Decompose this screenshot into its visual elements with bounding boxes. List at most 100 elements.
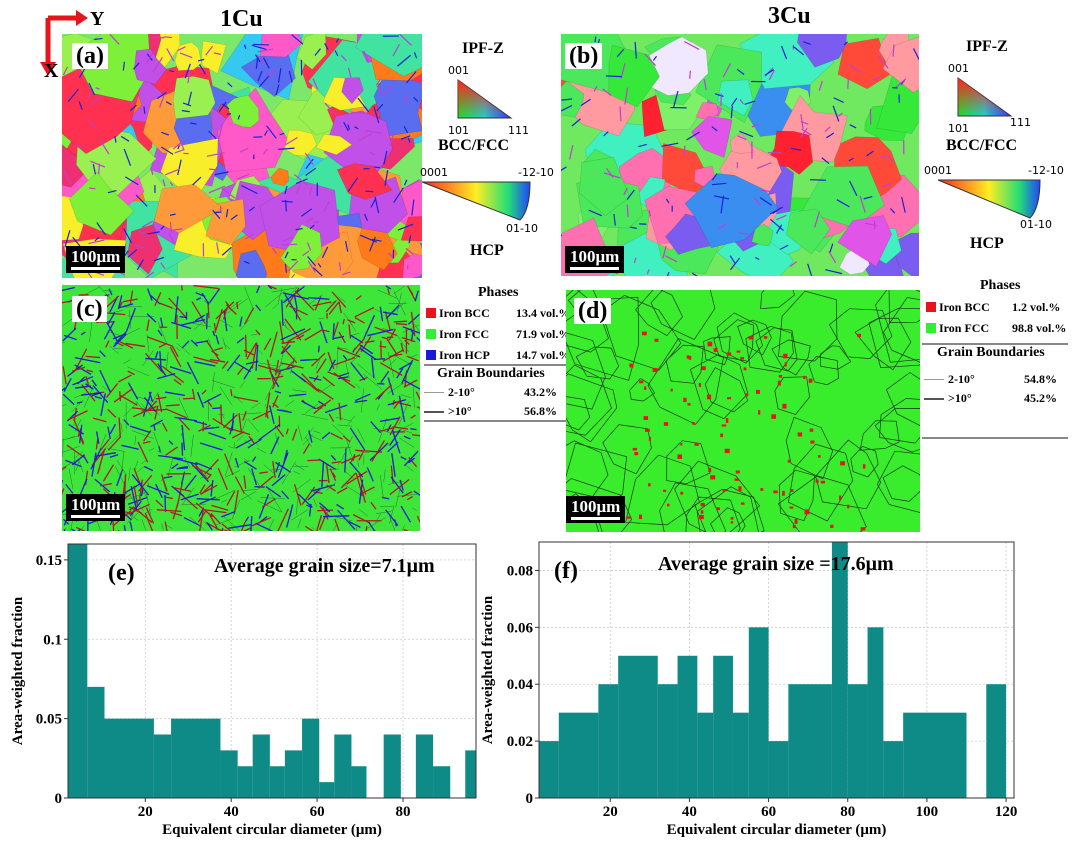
phase-needle <box>235 438 253 449</box>
phase-needle <box>138 474 153 492</box>
phase-needle <box>359 344 374 355</box>
phase-needle <box>74 357 101 364</box>
needle <box>262 148 268 155</box>
grain-boundary <box>650 290 716 341</box>
needle <box>213 52 222 56</box>
phase-needle <box>244 516 250 523</box>
phase-needle <box>401 359 414 384</box>
bcc-speck <box>860 527 866 531</box>
phase-needle <box>322 376 335 387</box>
phase-needle <box>203 393 222 404</box>
grain-boundary <box>745 325 794 373</box>
phase-needle <box>119 301 123 307</box>
needle <box>177 159 182 176</box>
grain-boundary <box>703 336 731 366</box>
phase-needle <box>337 347 361 358</box>
needle <box>759 197 773 206</box>
axes-arrows-icon <box>40 10 88 76</box>
phase-needle <box>292 478 311 493</box>
phase-needle <box>199 496 216 505</box>
phase-needle <box>83 384 95 408</box>
histogram-3cu: 20 40 60 80 100 120 0 0.02 0.04 0.06 0.08 Equivalen… <box>480 541 1017 838</box>
needle <box>803 41 811 46</box>
phase-needle <box>204 458 219 475</box>
phase-needle <box>393 399 402 409</box>
grain <box>837 37 890 90</box>
needle <box>373 106 380 124</box>
phase-needle <box>337 424 353 427</box>
phase-needle <box>199 484 206 494</box>
phase-needle <box>246 342 257 360</box>
phase-needle <box>401 525 405 531</box>
phase-needle <box>76 401 83 404</box>
phase-needle <box>127 366 150 377</box>
bcc-speck <box>626 516 631 519</box>
phase-needle <box>174 416 197 422</box>
needle <box>114 136 117 143</box>
phase-needle <box>384 311 391 331</box>
phase-needle <box>317 509 333 512</box>
phase-needle <box>269 331 278 358</box>
grain-boundary <box>716 312 763 364</box>
needle <box>683 145 686 156</box>
histogram-bar <box>788 684 832 798</box>
bcc-speck <box>748 335 753 340</box>
phase-needle <box>266 359 275 385</box>
needle <box>179 52 193 59</box>
phase-needle <box>352 514 371 524</box>
phase-needle <box>226 354 241 372</box>
phase-needle <box>408 457 418 468</box>
grain <box>400 216 422 242</box>
phase-needle <box>402 324 419 333</box>
needle <box>847 78 849 89</box>
phase-needle <box>375 513 381 524</box>
phase-needle <box>368 521 376 531</box>
phase-needle <box>132 405 157 418</box>
phase-needle <box>279 321 285 345</box>
grain-boundary <box>777 475 867 532</box>
phase-needle <box>169 366 192 375</box>
phase-needle <box>125 307 136 332</box>
phase-needle <box>399 437 415 448</box>
phase-needle <box>305 403 319 414</box>
ipf-title-right: IPF-Z <box>966 38 1008 55</box>
needle <box>776 214 787 221</box>
phase-needle <box>195 461 213 470</box>
needle <box>309 186 313 196</box>
phase-needle <box>255 304 262 312</box>
phase-needle <box>338 301 342 314</box>
bcc-speck <box>720 433 724 438</box>
needle <box>602 88 612 96</box>
phase-needle <box>350 362 366 381</box>
grain <box>751 223 774 247</box>
y-tick-label: 0 <box>55 791 63 807</box>
phase-needle <box>334 518 340 531</box>
phase-needle <box>202 508 227 514</box>
phase-needle <box>402 379 420 390</box>
needle <box>161 131 170 136</box>
histogram-bar <box>351 766 367 798</box>
phase-needle <box>92 417 107 423</box>
needle <box>753 196 762 206</box>
bcc-speck <box>645 429 650 432</box>
phase-needle <box>155 499 164 508</box>
bcc-speck <box>736 350 741 353</box>
microstructure-svg <box>561 34 919 276</box>
phase-needle <box>402 429 413 434</box>
histogram-bar <box>713 655 733 798</box>
phase-needle <box>234 476 245 494</box>
phase-needle <box>263 337 272 351</box>
needle <box>212 209 221 220</box>
x-tick-label: 40 <box>224 804 239 820</box>
needle <box>168 232 175 244</box>
histogram-bar <box>732 712 749 798</box>
phase-needle <box>198 424 211 432</box>
needle <box>684 41 700 50</box>
needle <box>160 225 165 230</box>
needle <box>849 180 858 197</box>
phase-needle <box>310 484 336 492</box>
phase-needle <box>349 427 366 451</box>
needle <box>814 211 820 228</box>
needle <box>828 250 837 264</box>
histogram-bar <box>883 741 904 798</box>
